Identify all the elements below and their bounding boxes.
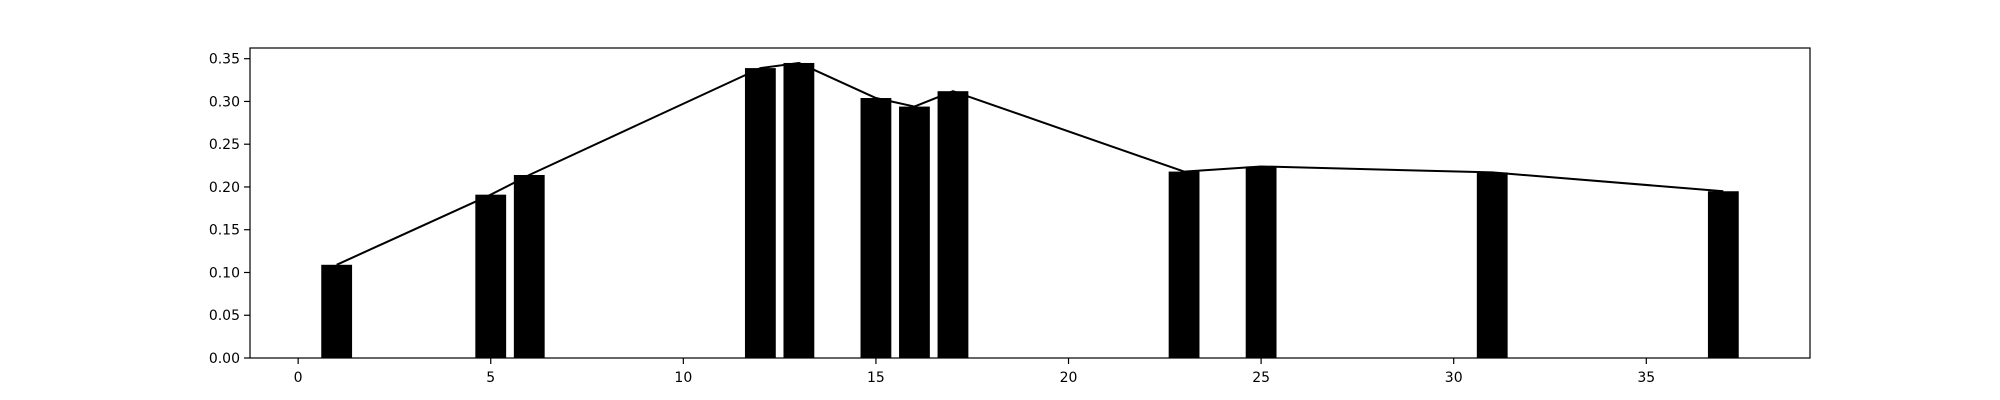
bar: [937, 91, 969, 358]
bar: [899, 106, 930, 358]
x-tick-label: 5: [486, 370, 495, 386]
bar: [1168, 171, 1200, 358]
y-tick-label: 0.25: [209, 137, 240, 153]
y-tick-label: 0.00: [209, 351, 240, 367]
y-tick-label: 0.05: [209, 308, 240, 324]
x-tick-label: 25: [1252, 370, 1270, 386]
y-tick-label: 0.35: [209, 52, 240, 68]
y-tick-label: 0.30: [209, 94, 240, 110]
bar: [475, 194, 507, 358]
bar: [1707, 191, 1739, 358]
bars-layer: [321, 62, 1739, 359]
bar: [860, 98, 892, 358]
x-axis: 0 5 10 15 20 25 30 35: [294, 358, 1655, 386]
series-line: [336, 61, 1724, 266]
y-axis: 0.00 0.05 0.10 0.15 0.20 0.25 0.30 0.35: [209, 52, 250, 367]
bar: [744, 68, 776, 358]
plot-frame: [249, 47, 1811, 359]
y-tick-label: 0.20: [209, 180, 240, 196]
y-tick-label: 0.10: [209, 265, 240, 281]
x-tick-label: 15: [867, 370, 885, 386]
bar: [1245, 166, 1277, 358]
bar: [321, 264, 353, 358]
bar: [513, 174, 545, 358]
x-tick-label: 0: [294, 370, 303, 386]
bar: [1476, 172, 1508, 358]
x-tick-label: 10: [674, 370, 692, 386]
bar: [783, 62, 815, 359]
x-tick-label: 20: [1060, 370, 1078, 386]
line-layer: [336, 61, 1724, 266]
x-tick-label: 30: [1445, 370, 1463, 386]
y-tick-label: 0.15: [209, 223, 240, 239]
x-tick-label: 35: [1637, 370, 1655, 386]
